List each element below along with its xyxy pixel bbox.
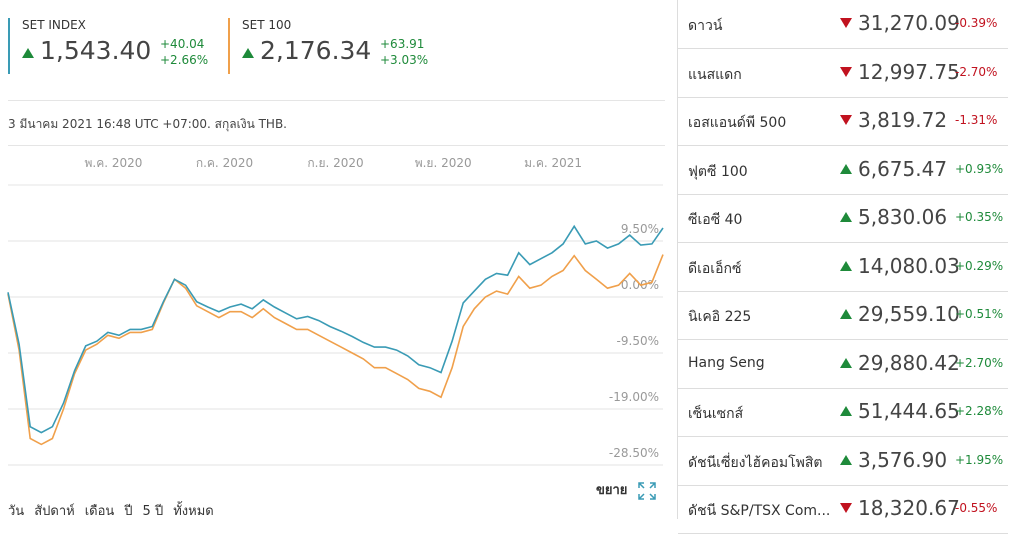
x-tick-label: พ.ย. 2020 <box>415 156 472 170</box>
divider <box>677 0 678 519</box>
period-button[interactable]: วัน <box>8 504 25 519</box>
series-line <box>7 224 664 434</box>
change: +63.91 <box>380 37 425 51</box>
direction-arrow <box>840 212 852 222</box>
market-row[interactable]: ซีเอซี 40 5,830.06 +0.35% <box>678 194 1008 243</box>
market-change: -0.55% <box>955 501 998 515</box>
expand-label[interactable]: ขยาย <box>596 483 628 498</box>
period-button[interactable]: ทั้งหมด <box>173 504 214 519</box>
period-button[interactable]: 5 ปี <box>142 504 164 519</box>
direction-arrow <box>242 48 254 58</box>
x-tick-label: ก.ย. 2020 <box>307 156 363 170</box>
y-tick-label: -9.50% <box>617 334 659 348</box>
market-row[interactable]: Hang Seng 29,880.42 +2.70% <box>678 340 1008 389</box>
chart: 9.50%0.00%-9.50%-19.00%-28.50%พ.ค. 2020 ก… <box>7 156 664 466</box>
index-last: 1,543.40 <box>22 36 151 65</box>
page: SET INDEX 1,543.40 +40.04 +2.66% SET 100 … <box>7 0 1008 534</box>
direction-arrow <box>22 48 34 58</box>
period-button[interactable]: สัปดาห์ <box>34 504 75 519</box>
direction-arrow <box>840 454 852 465</box>
direction-arrow <box>840 406 852 416</box>
market-change: +0.35% <box>955 210 1004 224</box>
market-change: -1.31% <box>955 113 998 127</box>
market-name: ดัชนีเซี่ยงไฮ้คอมโพสิต <box>688 454 823 471</box>
market-change: +2.28% <box>955 404 1004 418</box>
market-row[interactable]: นิเคอิ 225 29,559.10 +0.51% <box>678 291 1008 340</box>
y-tick-label: -28.50% <box>609 446 659 460</box>
market-value: 3,819.72 <box>858 108 948 132</box>
market-row[interactable]: เอสแอนด์พี 500 3,819.72 -1.31% <box>678 97 1008 146</box>
index-value: 1,543.40 <box>40 36 152 65</box>
index-last: 2,176.34 <box>242 36 371 65</box>
period-button[interactable]: เดือน <box>84 504 115 519</box>
market-name: ดาวน์ <box>688 18 723 34</box>
market-change: +2.70% <box>955 355 1004 370</box>
market-row[interactable]: แนสแดก 12,997.75 -2.70% <box>678 49 1008 98</box>
direction-arrow <box>840 18 852 28</box>
market-value: 29,559.10 <box>858 302 960 326</box>
index-change: +40.04 +2.66% <box>160 36 208 68</box>
change-pct: +2.66% <box>160 53 209 67</box>
change: +40.04 <box>160 37 205 51</box>
market-row[interactable]: เซ็นเซกส์ 51,444.65 +2.28% <box>678 388 1008 437</box>
market-change: +1.95% <box>955 452 1004 467</box>
market-value: 12,997.75 <box>858 59 960 84</box>
y-tick-label: -19.00% <box>609 390 659 404</box>
period-bar: วัน สัปดาห์ เดือน ปี 5 ปี ทั้งหมด <box>8 500 224 521</box>
expand-icon[interactable] <box>638 481 656 500</box>
market-value: 6,675.47 <box>858 156 948 181</box>
index-card: SET 100 2,176.34 +63.91 +3.03% <box>228 18 442 74</box>
market-name: เซ็นเซกส์ <box>688 406 744 422</box>
index-name: SET 100 <box>242 18 292 32</box>
market-name: เอสแอนด์พี 500 <box>688 115 787 131</box>
direction-arrow <box>840 309 852 319</box>
divider <box>8 145 665 146</box>
market-name: Hang Seng <box>688 354 765 371</box>
market-value: 18,320.67 <box>858 496 960 520</box>
market-value: 14,080.03 <box>858 253 960 278</box>
series-line <box>7 254 664 446</box>
market-name: ดัชนี S&P/TSX Com... <box>688 503 831 519</box>
x-tick-label: ก.ค. 2020 <box>196 156 253 170</box>
index-value: 2,176.34 <box>260 36 372 65</box>
direction-arrow <box>840 115 852 125</box>
change-pct: +3.03% <box>380 53 429 67</box>
market-row[interactable]: ดัชนีเซี่ยงไฮ้คอมโพสิต 3,576.90 +1.95% <box>678 437 1008 486</box>
direction-arrow <box>840 66 852 77</box>
x-tick-label: พ.ค. 2020 <box>85 156 143 170</box>
divider <box>8 100 665 101</box>
market-name: ซีเอซี 40 <box>688 212 743 228</box>
market-value: 51,444.65 <box>858 399 960 423</box>
market-value: 5,830.06 <box>858 205 948 229</box>
market-change: -2.70% <box>955 64 998 79</box>
index-card: SET INDEX 1,543.40 +40.04 +2.66% <box>8 18 212 74</box>
market-name: แนสแดก <box>688 66 742 83</box>
direction-arrow <box>840 357 852 368</box>
direction-arrow <box>840 260 852 271</box>
market-change: +0.51% <box>955 307 1004 321</box>
y-tick-label: 9.50% <box>621 222 659 236</box>
market-change: +0.93% <box>955 161 1004 176</box>
index-name: SET INDEX <box>22 18 86 32</box>
market-name: ฟุตซี 100 <box>688 163 748 180</box>
market-row[interactable]: ดีเอเอ็กซ์ 14,080.03 +0.29% <box>678 243 1008 292</box>
market-change: +0.29% <box>955 258 1004 273</box>
market-row[interactable]: ดัชนี S&P/TSX Com... 18,320.67 -0.55% <box>678 485 1008 534</box>
expand-button[interactable]: ขยาย <box>596 479 656 500</box>
timestamp: 3 มีนาคม 2021 16:48 UTC +07:00. สกุลเงิน… <box>8 117 287 131</box>
market-value: 31,270.09 <box>858 11 960 35</box>
market-value: 3,576.90 <box>858 447 948 472</box>
market-change: -0.39% <box>955 16 998 30</box>
market-name: ดีเอเอ็กซ์ <box>688 260 742 277</box>
market-name: นิเคอิ 225 <box>688 309 752 325</box>
market-value: 29,880.42 <box>858 350 960 375</box>
direction-arrow <box>840 503 852 513</box>
market-row[interactable]: ฟุตซี 100 6,675.47 +0.93% <box>678 146 1008 195</box>
x-tick-label: ม.ค. 2021 <box>524 156 582 170</box>
direction-arrow <box>840 163 852 174</box>
index-change: +63.91 +3.03% <box>380 36 428 68</box>
period-button[interactable]: ปี <box>124 504 133 519</box>
market-row[interactable]: ดาวน์ 31,270.09 -0.39% <box>678 0 1008 49</box>
